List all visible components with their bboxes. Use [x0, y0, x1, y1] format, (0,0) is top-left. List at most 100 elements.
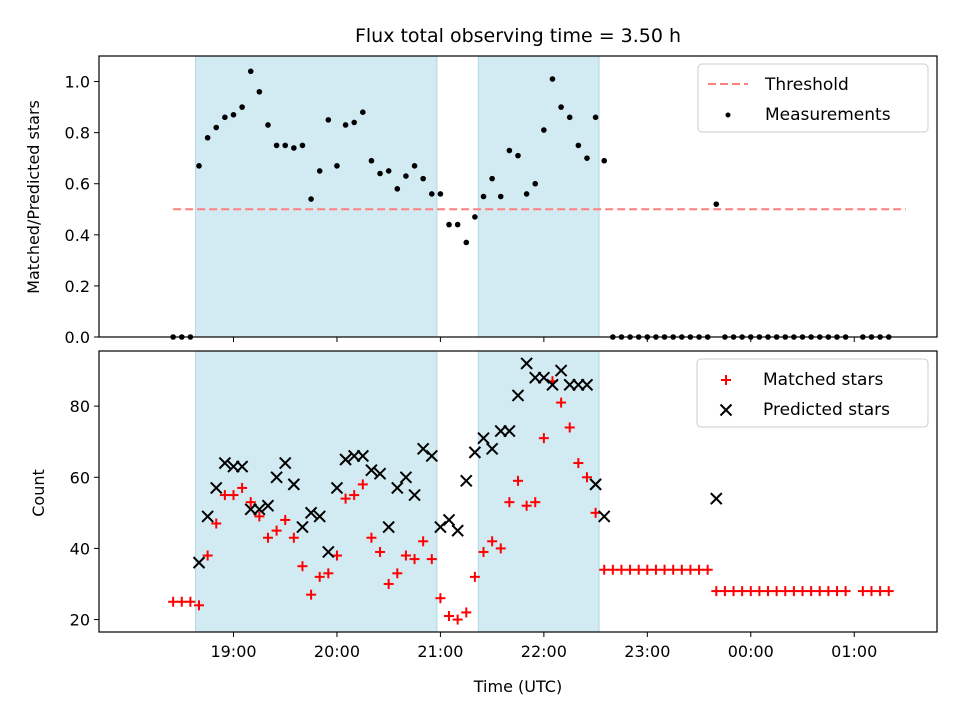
matched-star-point: [564, 422, 575, 433]
predicted-star-point: [339, 453, 352, 466]
measurement-point: [377, 170, 383, 177]
matched-star-point: [409, 554, 420, 565]
measurement-point: [222, 114, 228, 121]
matched-star-point: [642, 564, 653, 575]
matched-star-point: [780, 586, 791, 597]
measurement-point: [480, 193, 487, 200]
y-tick-label: 40: [70, 539, 90, 558]
legend-matched-label: Matched stars: [763, 370, 883, 390]
legend-matched-swatch: [721, 375, 731, 385]
measurement-point: [196, 163, 202, 169]
matched-star-point: [185, 596, 196, 607]
predicted-star-point: [537, 371, 551, 384]
matched-star-point: [763, 586, 774, 597]
predicted-star-point: [253, 503, 266, 516]
predicted-star-point: [356, 449, 370, 463]
measurement-point: [351, 119, 357, 126]
top-legend: Threshold Measurements: [697, 63, 929, 133]
measurement-point: [463, 239, 470, 246]
measurement-point: [515, 152, 521, 159]
predicted-star-point: [235, 460, 249, 473]
legend-measurements-swatch: [725, 112, 731, 118]
measurement-point: [282, 142, 289, 149]
matched-star-point: [280, 514, 291, 525]
predicted-star-point: [710, 492, 723, 505]
legend-measurements-label: Measurements: [765, 105, 891, 125]
predicted-star-point: [322, 545, 335, 559]
measurement-point: [566, 114, 573, 121]
matched-star-point: [349, 490, 360, 501]
matched-star-point: [375, 546, 386, 557]
matched-star-point: [340, 493, 351, 504]
chart-title: Flux total observing time = 3.50 h: [355, 25, 681, 47]
predicted-star-point: [399, 471, 413, 484]
predicted-star-point: [460, 474, 473, 488]
matched-star-point: [625, 564, 636, 575]
measurement-point: [368, 157, 375, 164]
predicted-star-point: [192, 556, 206, 569]
top-y-axis-label: Matched/Predicted stars: [24, 100, 43, 294]
matched-star-point: [573, 458, 584, 469]
measurement-point: [342, 122, 349, 128]
predicted-star-point: [261, 499, 275, 512]
predicted-star-point: [451, 524, 464, 537]
y-tick-label: 80: [70, 397, 90, 416]
measurement-point: [420, 175, 426, 182]
predicted-star-point: [434, 520, 447, 534]
matched-star-point: [866, 586, 877, 597]
plot-frame: [98, 55, 938, 338]
matched-star-point: [211, 518, 222, 529]
predicted-star-point: [425, 449, 438, 463]
measurement-point: [523, 191, 530, 197]
measurement-point: [325, 117, 332, 123]
predicted-star-point: [442, 513, 456, 527]
predicted-star-point: [304, 506, 318, 520]
predicted-star-point: [477, 431, 490, 445]
x-tick-label: 20:00: [314, 642, 360, 661]
measurement-point: [403, 173, 409, 179]
matched-star-point: [245, 497, 256, 508]
y-tick-label: 20: [70, 611, 90, 630]
x-tick-label: 19:00: [210, 642, 256, 661]
matched-star-point: [659, 564, 670, 575]
matched-star-point: [599, 564, 610, 575]
matched-star-point: [581, 472, 592, 483]
measurement-point: [334, 163, 340, 169]
y-tick-label: 0.0: [65, 328, 90, 347]
measurement-point: [204, 134, 211, 141]
observing-window-shade: [477, 350, 600, 633]
matched-star-point: [607, 564, 618, 575]
matched-star-point: [306, 589, 317, 600]
measurement-point: [489, 175, 495, 182]
matched-star-point: [288, 532, 299, 543]
measurement-point: [256, 88, 263, 95]
matched-star-point: [366, 532, 377, 543]
predicted-star-point: [373, 467, 387, 480]
y-tick-label: 0.6: [65, 175, 90, 194]
matched-star-point: [271, 525, 282, 536]
matched-star-point: [262, 532, 273, 543]
predicted-star-point: [511, 389, 525, 402]
matched-star-point: [426, 554, 437, 565]
measurement-point: [584, 155, 590, 161]
measurement-point: [213, 124, 220, 131]
matched-star-point: [194, 600, 205, 611]
predicted-star-point: [520, 357, 533, 370]
matched-star-point: [168, 596, 179, 607]
top-panel: 0.0 0.2 0.4 0.6 0.8 1.0: [65, 55, 938, 347]
matched-star-point: [478, 546, 489, 557]
measurement-point: [446, 221, 452, 228]
matched-star-point: [875, 586, 886, 597]
matched-star-point: [685, 564, 696, 575]
measurement-point: [437, 191, 444, 197]
predicted-star-point: [598, 510, 611, 523]
measurement-point: [385, 168, 392, 174]
matched-star-point: [754, 586, 765, 597]
matched-star-point: [771, 586, 782, 597]
matched-star-point: [719, 586, 730, 597]
measurement-point: [558, 104, 564, 110]
y-tick-label: 60: [70, 468, 90, 487]
predicted-star-point: [468, 446, 482, 459]
predicted-star-point: [554, 364, 568, 377]
matched-star-point: [676, 564, 687, 575]
